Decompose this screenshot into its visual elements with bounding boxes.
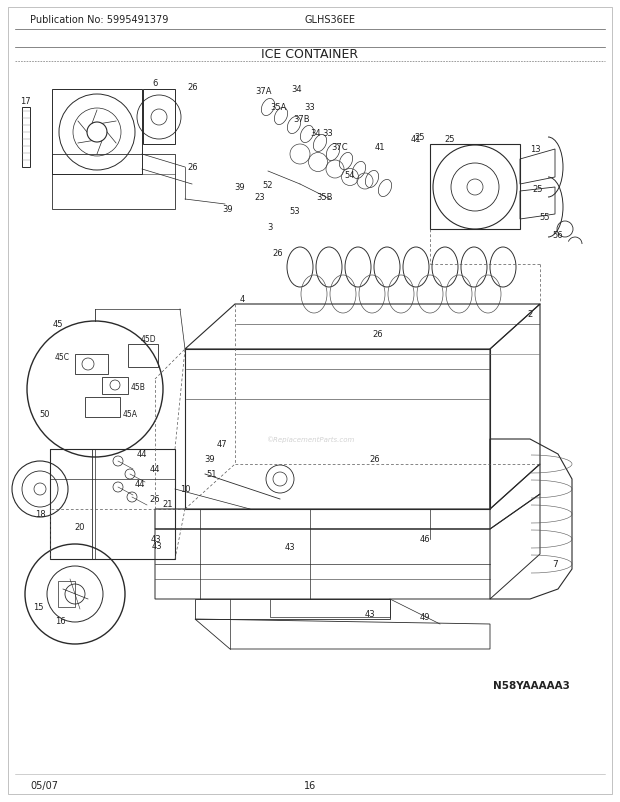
Text: Publication No: 5995491379: Publication No: 5995491379 [30, 15, 169, 25]
Text: 44: 44 [135, 480, 145, 489]
Text: 43: 43 [152, 542, 162, 551]
Text: 23: 23 [255, 193, 265, 202]
Text: 37B: 37B [294, 115, 311, 124]
Text: 44: 44 [150, 465, 160, 474]
Text: GLHS36EE: GLHS36EE [304, 15, 355, 25]
Text: 15: 15 [33, 603, 43, 612]
Text: ©ReplacementParts.com: ©ReplacementParts.com [266, 436, 354, 443]
Text: ICE CONTAINER: ICE CONTAINER [262, 48, 358, 62]
Text: 26: 26 [149, 495, 161, 504]
Text: 43: 43 [365, 610, 375, 618]
Text: 18: 18 [35, 510, 45, 519]
Text: 39: 39 [223, 205, 233, 214]
Text: 45B: 45B [131, 383, 146, 392]
Text: 53: 53 [290, 207, 300, 217]
Text: 25: 25 [415, 133, 425, 142]
Text: 35A: 35A [270, 103, 286, 111]
Text: 54: 54 [345, 170, 355, 180]
Text: 45: 45 [53, 320, 63, 329]
Text: 51: 51 [206, 470, 217, 479]
Text: 05/07: 05/07 [30, 780, 58, 790]
Text: 52: 52 [263, 180, 273, 189]
Text: 16: 16 [55, 617, 65, 626]
Text: 45D: 45D [140, 335, 156, 344]
Text: 13: 13 [529, 145, 540, 154]
Text: 50: 50 [40, 410, 50, 419]
Text: 55: 55 [540, 213, 550, 222]
Text: 26: 26 [273, 248, 283, 257]
Text: 26: 26 [188, 83, 198, 92]
Text: 20: 20 [75, 523, 86, 532]
Text: 47: 47 [216, 440, 228, 449]
Text: N58YAAAAA3: N58YAAAAA3 [493, 680, 570, 691]
Text: 25: 25 [533, 185, 543, 194]
Text: 33: 33 [304, 103, 316, 111]
Text: 34: 34 [311, 128, 321, 137]
Text: 41: 41 [410, 136, 421, 144]
Text: 25: 25 [445, 136, 455, 144]
Text: 46: 46 [420, 535, 430, 544]
Text: 37C: 37C [332, 144, 348, 152]
Text: 26: 26 [373, 330, 383, 339]
Text: 43: 43 [151, 535, 161, 544]
Text: 56: 56 [552, 230, 564, 239]
Text: 44: 44 [137, 450, 148, 459]
Text: 45C: 45C [55, 353, 69, 362]
Text: 17: 17 [20, 97, 30, 107]
Text: 39: 39 [205, 455, 215, 464]
Text: 26: 26 [370, 455, 380, 464]
Text: 4: 4 [239, 295, 245, 304]
Text: 49: 49 [420, 613, 430, 622]
Text: 6: 6 [153, 79, 157, 87]
Text: 34: 34 [291, 85, 303, 95]
Text: 35B: 35B [317, 193, 333, 202]
Text: 7: 7 [552, 560, 558, 569]
Text: 41: 41 [374, 144, 385, 152]
Text: 43: 43 [285, 543, 295, 552]
Text: 21: 21 [162, 500, 173, 508]
Text: 33: 33 [322, 128, 334, 137]
Text: 3: 3 [267, 223, 273, 233]
Text: 39: 39 [235, 184, 246, 192]
Text: 26: 26 [188, 164, 198, 172]
Text: 10: 10 [180, 485, 190, 494]
Text: 16: 16 [304, 780, 316, 790]
Text: 37A: 37A [255, 87, 272, 96]
Text: 45A: 45A [123, 410, 138, 419]
Text: 2: 2 [528, 310, 533, 319]
